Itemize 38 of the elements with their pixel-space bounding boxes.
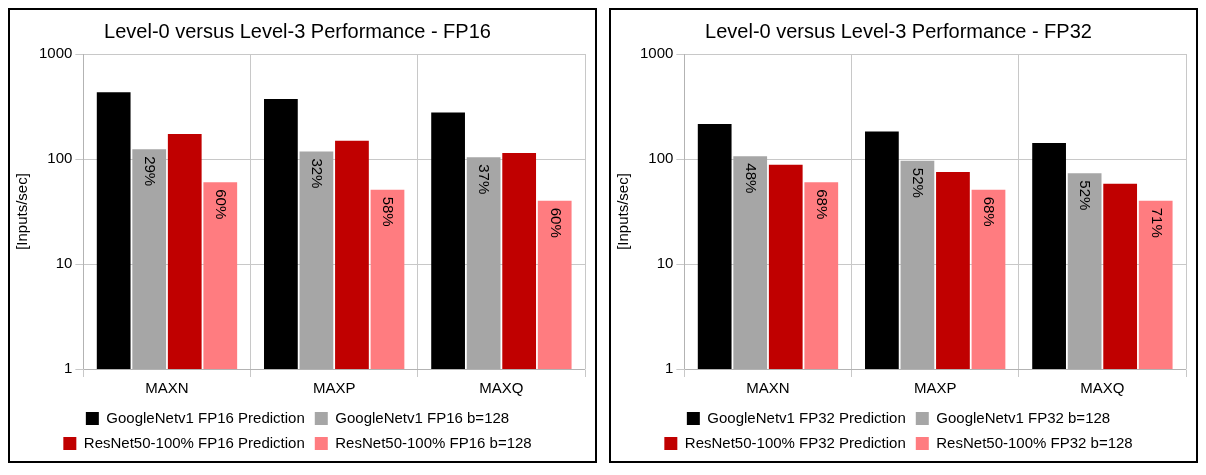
x-tick-label: MAXP: [312, 379, 356, 397]
legend-label: GoogleNetv1 FP32 b=128: [936, 408, 1111, 426]
legend-label: ResNet50-100% FP32 Prediction: [684, 433, 906, 451]
y-tick-label: 10: [55, 254, 73, 272]
x-tick-label: MAXQ: [479, 379, 524, 397]
x-tick-label: MAXN: [746, 379, 790, 397]
y-tick-label: 1000: [38, 44, 73, 62]
y-tick-label: 1000: [639, 44, 674, 62]
annotation: 52%: [910, 167, 928, 198]
annotation: 48%: [743, 163, 761, 194]
legend-label: GoogleNetv1 FP32 Prediction: [707, 408, 906, 426]
annotation: 60%: [547, 207, 565, 238]
legend-label: ResNet50-100% FP32 b=128: [936, 433, 1133, 451]
y-tick-label: 1: [665, 359, 674, 377]
annotation: 29%: [142, 156, 160, 187]
annotation: 32%: [309, 158, 327, 189]
y-tick-label: 100: [47, 149, 73, 167]
x-tick-label: MAXN: [145, 379, 189, 397]
annotation: 37%: [476, 164, 494, 195]
annotation: 60%: [213, 189, 231, 220]
legend-label: ResNet50-100% FP16 b=128: [335, 433, 532, 451]
legend-label: GoogleNetv1 FP16 Prediction: [106, 408, 305, 426]
y-axis-title: [Inputs/sec]: [13, 173, 31, 250]
y-tick-label: 1: [64, 359, 73, 377]
y-axis-title: [Inputs/sec]: [614, 173, 632, 250]
chart-title: Level-0 versus Level-3 Performance - FP16: [104, 19, 491, 42]
annotation: 71%: [1148, 207, 1166, 238]
annotation: 68%: [981, 196, 999, 227]
annotation: 52%: [1077, 180, 1095, 211]
annotation: 58%: [380, 196, 398, 227]
y-tick-label: 10: [656, 254, 674, 272]
annotation: 68%: [814, 189, 832, 220]
x-tick-label: MAXP: [913, 379, 957, 397]
x-tick-label: MAXQ: [1080, 379, 1125, 397]
chart-title: Level-0 versus Level-3 Performance - FP32: [705, 19, 1092, 42]
legend-label: ResNet50-100% FP16 Prediction: [83, 433, 305, 451]
legend-label: GoogleNetv1 FP16 b=128: [335, 408, 510, 426]
y-tick-label: 100: [648, 149, 674, 167]
